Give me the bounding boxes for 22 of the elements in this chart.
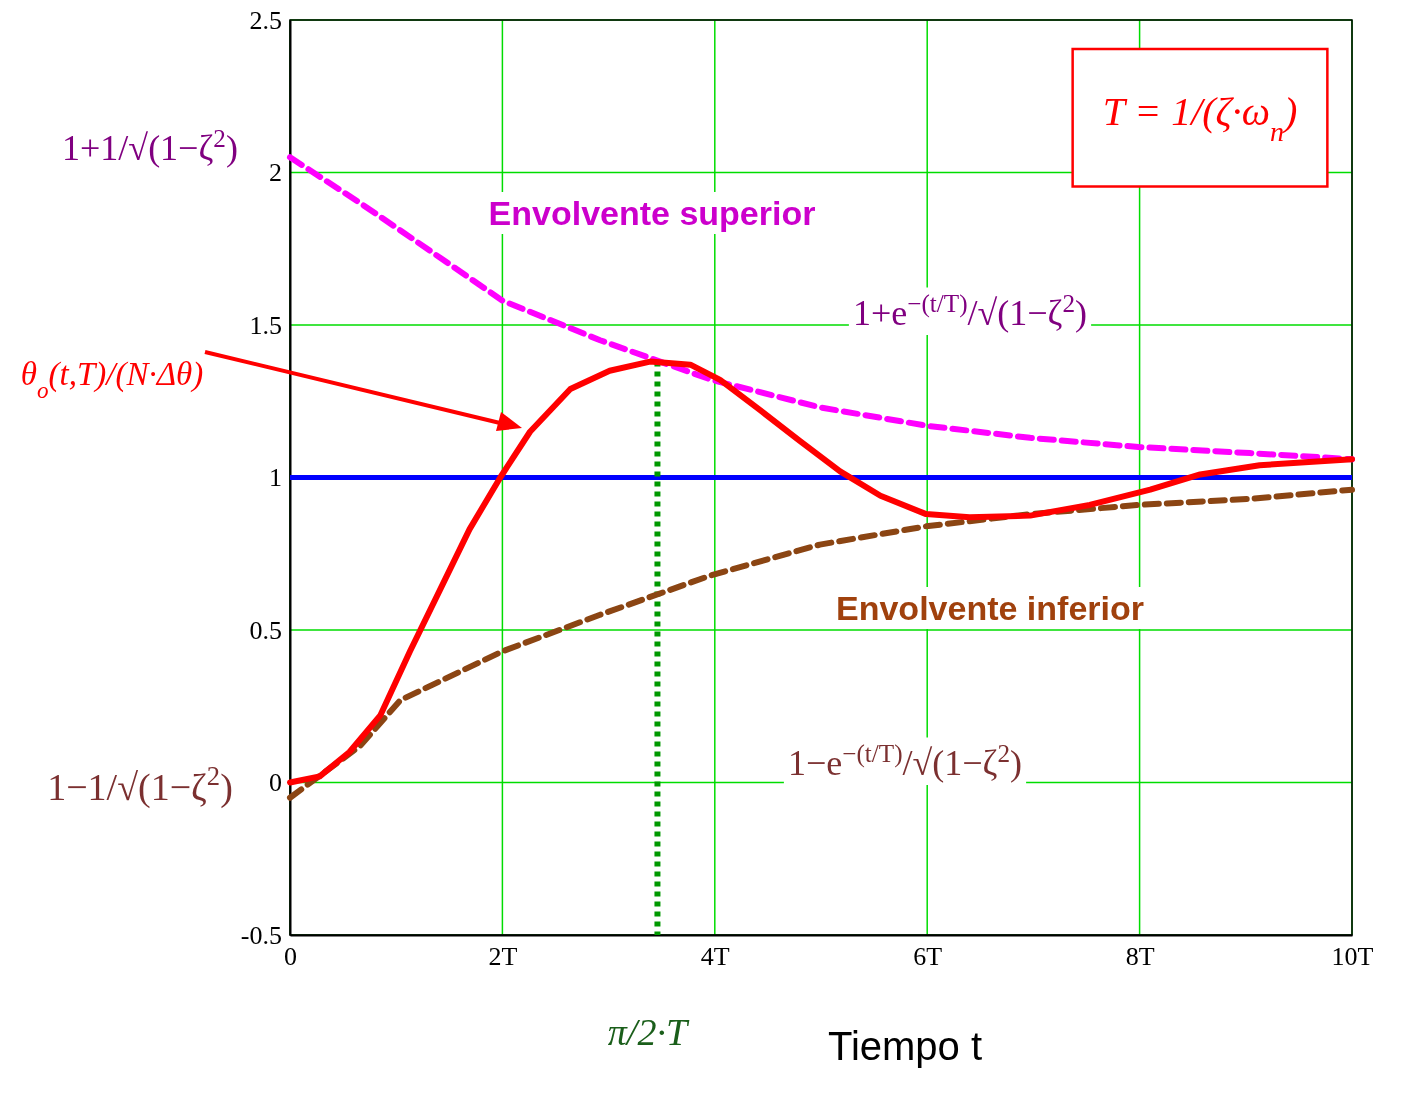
text: 1−1/√(1−ζ$^{2}$): [47, 761, 233, 809]
y-tick-label: 2: [269, 158, 282, 188]
x-axis-title: Tiempo t: [827, 1024, 983, 1068]
x-tick-label: 6T: [913, 942, 943, 972]
x-tick-label: 2T: [488, 942, 518, 972]
ref-line-label: π/2·T: [607, 1011, 690, 1053]
y-tick-label: 1.5: [249, 310, 282, 340]
x-tick-label: 8T: [1125, 942, 1155, 972]
x-tick-label: 4T: [700, 942, 730, 972]
series-label: Envolvente inferior: [836, 589, 1144, 627]
y-tick-label: 0.5: [249, 615, 282, 645]
annotation: T = 1/(ζ·ω$_{n}$): [1102, 89, 1298, 147]
text: 1+1/√(1−ζ$^{2}$): [62, 124, 238, 168]
y-tick-label: 0: [269, 768, 282, 798]
y-tick-label: 1: [269, 463, 282, 493]
text: θ$_{o}$(t,T)/(N·Δθ): [20, 356, 204, 403]
series-label: Envolvente superior: [488, 194, 816, 232]
y-tick-label: 2.5: [249, 5, 282, 35]
x-tick-label: 10T: [1331, 942, 1374, 972]
annotation: 1−e$^{−(t/T)}$/√(1−ζ$^{2}$): [787, 739, 1023, 783]
y-tick-label: -0.5: [240, 920, 282, 950]
annotation: 1+e$^{−(t/T)}$/√(1−ζ$^{2}$): [852, 289, 1088, 333]
